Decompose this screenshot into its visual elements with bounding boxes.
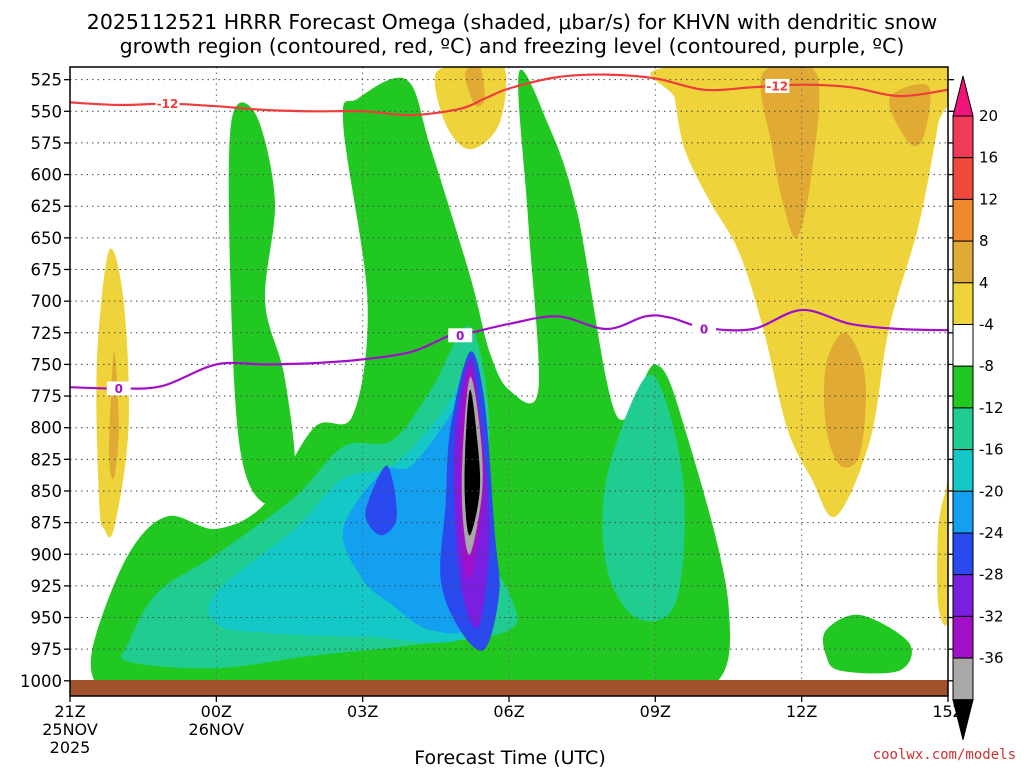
ground-surface <box>70 680 948 696</box>
x-tick-label-12Z: 12Z <box>786 702 817 721</box>
y-tick-label-900: 900 <box>31 545 63 564</box>
y-tick-label-775: 775 <box>31 387 63 406</box>
x-tick-year-21Z: 2025 <box>50 738 91 757</box>
axes <box>64 66 954 702</box>
colorbar-label-2: 12 <box>979 190 998 208</box>
y-tick-label-700: 700 <box>31 292 63 311</box>
colorbar-swatch-11 <box>952 574 974 617</box>
omega-area-21 <box>937 480 948 626</box>
dgz-contour-label-2-bg <box>765 78 790 93</box>
omega-area-4 <box>602 374 685 622</box>
colorbar-label-1: 16 <box>979 149 998 167</box>
y-tick-label-550: 550 <box>31 102 63 121</box>
chart-title-line2: growth region (contoured, red, ºC) and f… <box>120 34 905 58</box>
colorbar-label-9: -20 <box>979 482 1004 500</box>
y-tick-label-575: 575 <box>31 134 63 153</box>
y-tick-label-850: 850 <box>31 482 63 501</box>
colorbar-label-3: 8 <box>979 232 989 250</box>
ground-strip <box>70 680 948 696</box>
dgz-contour-label-2: -12 <box>766 79 788 93</box>
colorbar-label-13: -36 <box>979 649 1004 667</box>
colorbar-label-7: -12 <box>979 399 1004 417</box>
colorbar-label-4: 4 <box>979 274 989 292</box>
dgz-contour-label-1: -12 <box>157 97 179 111</box>
ground-slope <box>70 680 948 691</box>
y-tick-label-1000: 1000 <box>20 672 62 691</box>
colorbar-swatch-2 <box>952 198 974 242</box>
colorbar-label-0: 20 <box>979 107 998 125</box>
omega-area-19 <box>823 332 866 468</box>
colorbar-label-6: -8 <box>979 357 994 375</box>
y-tick-label-925: 925 <box>31 577 63 596</box>
omega-area-8 <box>365 465 397 536</box>
omega-area-20 <box>889 83 931 147</box>
colorbar-label-5: -4 <box>979 316 994 334</box>
omega-area-18 <box>760 67 820 239</box>
colorbar-swatch-8 <box>952 449 974 492</box>
y-axis-tick-labels: 525 550 575 600 625 650 675 700 725 750 775 800 825 8… <box>20 71 62 691</box>
y-tick-label-675: 675 <box>31 260 63 279</box>
x-tick-label-06Z: 06Z <box>493 702 524 721</box>
omega-area-1 <box>228 102 296 505</box>
freezing-level-label-2-bg <box>448 328 473 343</box>
y-tick-label-975: 975 <box>31 640 63 659</box>
freezing-level-label-3-bg <box>692 321 717 336</box>
x-tick-date-21Z: 25NOV <box>42 720 98 739</box>
colorbar-swatch-1 <box>952 157 974 200</box>
colorbar-label-8: -16 <box>979 441 1004 459</box>
colorbar-label-10: -24 <box>979 524 1004 542</box>
colorbar-swatch-13 <box>952 657 974 701</box>
x-tick-date-00Z: 26NOV <box>189 720 245 739</box>
colorbar-swatch-5 <box>952 324 974 367</box>
omega-area-16 <box>465 67 485 107</box>
plot-area <box>70 67 948 696</box>
colorbar-swatch-7 <box>952 407 974 451</box>
colorbar-swatch-0 <box>952 115 974 159</box>
x-tick-label-03Z: 03Z <box>347 702 378 721</box>
omega-area-17 <box>650 67 948 518</box>
y-tick-label-600: 600 <box>31 166 63 185</box>
y-tick-label-825: 825 <box>31 450 63 469</box>
x-tick-label-21Z: 21Z <box>54 702 85 721</box>
colorbar-swatch-9 <box>952 490 974 534</box>
contour-lines: -12 -12 0 0 0 <box>70 73 948 396</box>
y-tick-label-875: 875 <box>31 514 63 533</box>
dgz-contour-line <box>70 73 948 117</box>
freezing-level-label-1-bg <box>106 381 131 396</box>
omega-area-2 <box>822 614 912 674</box>
omega-area-15 <box>434 67 507 150</box>
y-tick-label-800: 800 <box>31 419 63 438</box>
x-axis-label: Forecast Time (UTC) <box>414 747 605 768</box>
grid-lines <box>70 67 948 696</box>
colorbar-label-12: -32 <box>979 607 1004 625</box>
freezing-level-label-1: 0 <box>115 382 123 396</box>
dgz-contour-label-1-bg <box>155 96 180 111</box>
colorbar-top-arrow <box>952 75 974 117</box>
chart-title-line1: 2025112521 HRRR Forecast Omega (shaded, … <box>87 10 937 34</box>
colorbar-bottom-arrow <box>952 699 974 740</box>
colorbar-swatch-6 <box>952 365 974 409</box>
y-tick-label-750: 750 <box>31 355 63 374</box>
y-tick-label-525: 525 <box>31 71 63 90</box>
x-tick-label-09Z: 09Z <box>640 702 671 721</box>
x-tick-label-00Z: 00Z <box>201 702 232 721</box>
freezing-level-line <box>70 308 948 390</box>
y-tick-label-625: 625 <box>31 197 63 216</box>
credit-text: coolwx.com/models <box>873 747 1016 763</box>
freezing-level-label-2: 0 <box>456 329 464 343</box>
y-tick-label-950: 950 <box>31 609 63 628</box>
colorbar-swatch-3 <box>952 240 974 284</box>
colorbar-swatch-10 <box>952 532 974 576</box>
colorbar: 20 16 12 8 4 -4 -8 -12 -16 -20 -24 -28 -32 -36 <box>952 75 1004 740</box>
colorbar-swatch-12 <box>952 615 974 659</box>
colorbar-swatch-4 <box>952 282 974 325</box>
freezing-level-label-3: 0 <box>700 322 708 336</box>
y-tick-label-725: 725 <box>31 324 63 343</box>
omega-area-12 <box>464 389 481 536</box>
colorbar-label-11: -28 <box>979 566 1004 584</box>
y-tick-label-650: 650 <box>31 229 63 248</box>
